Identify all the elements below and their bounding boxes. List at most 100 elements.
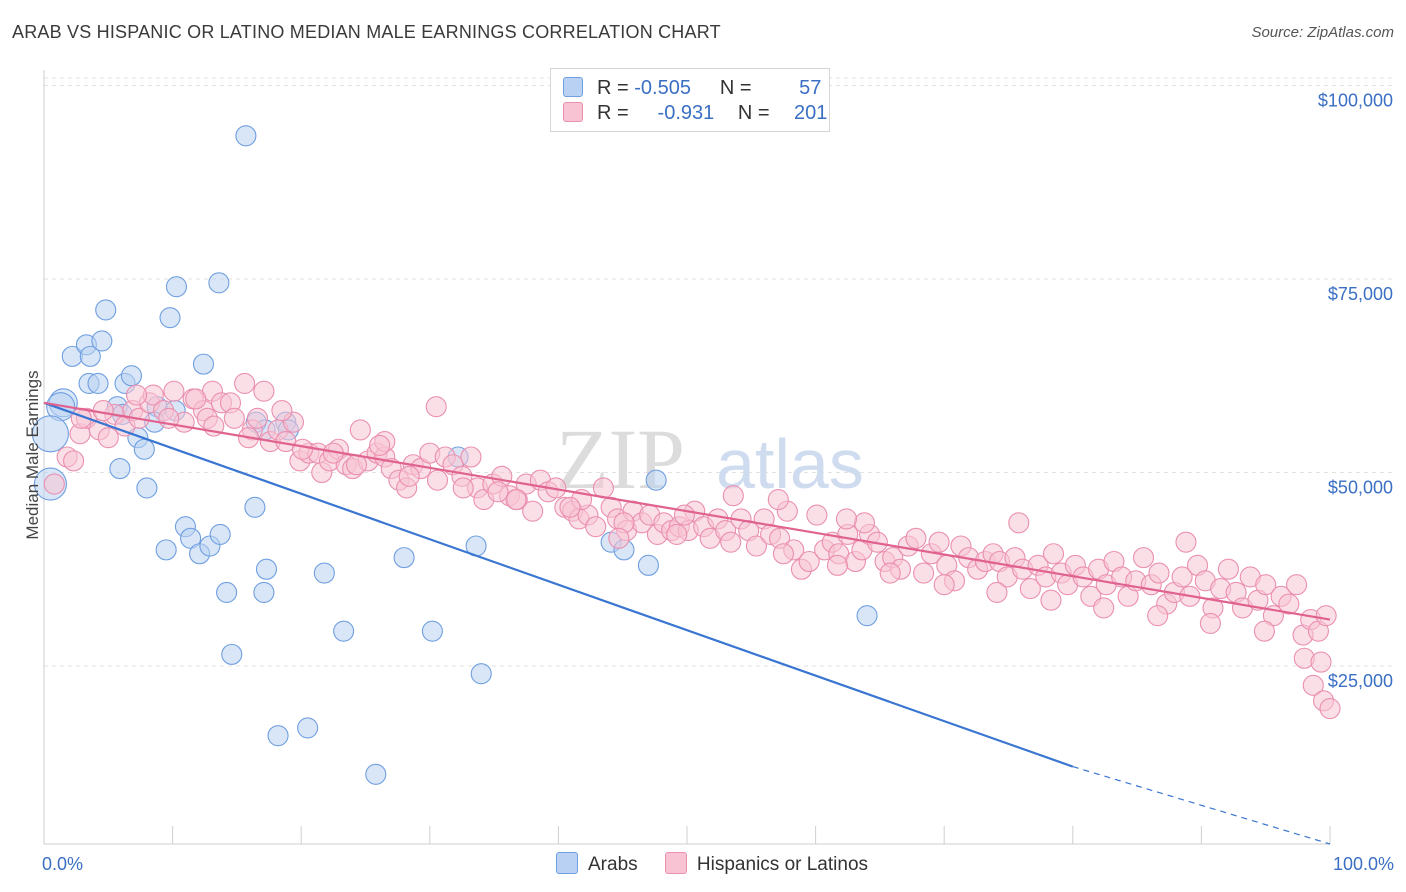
data-point bbox=[767, 489, 789, 511]
data-point bbox=[393, 547, 415, 569]
data-point bbox=[43, 473, 65, 495]
data-point bbox=[1253, 620, 1275, 642]
legend-row-hispanics: R = -0.931 N = 201 bbox=[563, 102, 827, 128]
data-point bbox=[522, 500, 544, 522]
data-point bbox=[159, 307, 181, 329]
series-legend-arabs: Arabs bbox=[556, 852, 638, 876]
chart-title: ARAB VS HISPANIC OR LATINO MEDIAN MALE E… bbox=[12, 22, 721, 42]
trend-line bbox=[43, 401, 1074, 768]
legend-swatch-hispanics bbox=[563, 102, 583, 122]
data-point bbox=[155, 539, 177, 561]
data-point bbox=[291, 438, 314, 460]
data-point bbox=[271, 400, 293, 422]
data-point bbox=[585, 516, 607, 538]
data-point bbox=[192, 353, 215, 375]
legend-n-value-arabs: 57 bbox=[799, 77, 822, 99]
y-tick-label: $50,000 bbox=[1328, 477, 1393, 497]
data-point bbox=[559, 496, 581, 518]
data-point bbox=[1175, 531, 1197, 553]
data-point bbox=[772, 543, 795, 565]
data-point bbox=[826, 554, 849, 576]
data-point bbox=[806, 504, 828, 526]
data-point bbox=[637, 554, 659, 576]
legend-r-label: R = bbox=[597, 102, 629, 124]
data-point bbox=[1310, 651, 1332, 673]
data-point bbox=[109, 458, 131, 480]
data-point bbox=[905, 527, 927, 549]
data-point bbox=[365, 763, 387, 785]
series-legend-label-hispanics: Hispanics or Latinos bbox=[696, 854, 869, 875]
data-point bbox=[255, 558, 278, 580]
data-point bbox=[1040, 589, 1062, 611]
data-point bbox=[1319, 697, 1341, 720]
y-axis-label: Median Male Earnings bbox=[23, 370, 42, 539]
data-point bbox=[31, 415, 69, 453]
source-credit: Source: ZipAtlas.com bbox=[1251, 24, 1394, 41]
data-point bbox=[333, 620, 355, 642]
data-point bbox=[913, 562, 935, 584]
x-tick-label-right: 100.0% bbox=[1333, 854, 1394, 874]
data-point bbox=[126, 384, 148, 406]
data-point bbox=[986, 581, 1008, 604]
data-point bbox=[722, 485, 744, 507]
data-point bbox=[223, 407, 245, 429]
data-point bbox=[879, 562, 901, 584]
data-point bbox=[470, 663, 492, 685]
data-point bbox=[645, 469, 667, 491]
data-point bbox=[297, 717, 319, 739]
y-tick-label: $25,000 bbox=[1328, 671, 1393, 691]
trend-line bbox=[43, 401, 1331, 621]
series-legend-swatch-hispanics bbox=[664, 852, 687, 874]
y-tick-label: $75,000 bbox=[1328, 284, 1393, 304]
data-point bbox=[421, 620, 443, 642]
series-legend-label-arabs: Arabs bbox=[588, 854, 638, 875]
data-point bbox=[120, 365, 142, 387]
data-point bbox=[426, 469, 449, 491]
data-point bbox=[1019, 578, 1041, 600]
data-point bbox=[133, 438, 155, 460]
data-point bbox=[1278, 593, 1300, 615]
data-point bbox=[1171, 566, 1193, 588]
data-point bbox=[1315, 605, 1337, 627]
data-point bbox=[369, 434, 391, 456]
data-point bbox=[666, 523, 688, 545]
data-point bbox=[253, 380, 275, 402]
data-point bbox=[798, 550, 820, 573]
data-point bbox=[349, 419, 371, 441]
legend-n-label: N = bbox=[719, 77, 752, 99]
data-point bbox=[1008, 512, 1030, 534]
legend-row-arabs: R = -0.505 N = 57 bbox=[563, 77, 821, 103]
data-point bbox=[209, 523, 231, 545]
data-point bbox=[460, 446, 482, 468]
data-point bbox=[487, 481, 509, 503]
data-point bbox=[1286, 574, 1308, 596]
legend-n-label: N = bbox=[737, 102, 770, 124]
legend-r-label: R = bbox=[597, 77, 629, 99]
data-point bbox=[185, 388, 207, 410]
data-point bbox=[425, 396, 447, 418]
data-point bbox=[608, 527, 630, 549]
y-tick-labels: $100,000 $75,000 $50,000 $25,000 bbox=[1318, 90, 1393, 691]
trend-lines bbox=[43, 401, 1331, 845]
data-point bbox=[221, 643, 243, 665]
series-legend: Arabs Hispanics or Latinos bbox=[556, 852, 890, 876]
data-point bbox=[313, 562, 335, 584]
data-point bbox=[253, 581, 275, 604]
series-legend-hispanics: Hispanics or Latinos bbox=[664, 852, 869, 876]
watermark: ZIP atlas bbox=[556, 411, 864, 507]
y-tick-label: $100,000 bbox=[1318, 90, 1393, 110]
data-point bbox=[208, 272, 230, 294]
data-point bbox=[720, 531, 742, 553]
data-point bbox=[933, 574, 955, 596]
data-point bbox=[398, 465, 420, 487]
data-point bbox=[1147, 605, 1169, 627]
legend-swatch-arabs bbox=[563, 77, 583, 97]
data-point bbox=[267, 725, 289, 747]
data-point bbox=[235, 125, 257, 147]
data-point bbox=[856, 605, 878, 627]
data-point bbox=[97, 427, 119, 449]
data-point bbox=[1093, 597, 1115, 619]
data-point bbox=[63, 450, 85, 472]
x-tick-label-left: 0.0% bbox=[42, 854, 83, 874]
